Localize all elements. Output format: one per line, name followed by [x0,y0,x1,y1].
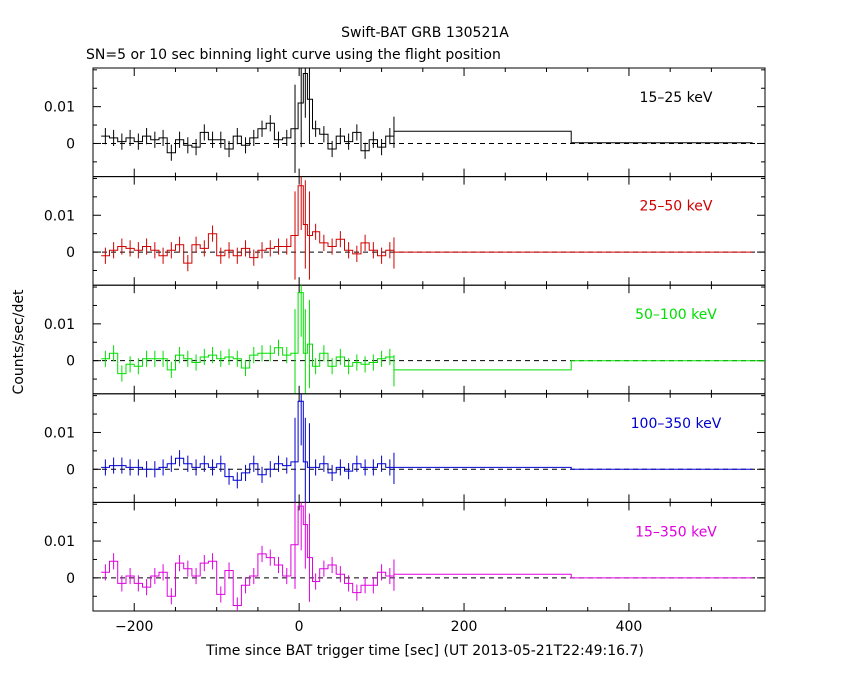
x-tick-label: −200 [115,619,153,635]
series-step-line [101,73,753,154]
band-label: 15–25 keV [640,90,713,106]
series-1 [101,68,753,173]
x-tick-label: 200 [451,619,478,635]
series-5 [101,502,753,611]
y-tick-label: 0 [66,354,75,370]
series-step-line [101,505,753,606]
y-tick-label: 0.01 [44,208,75,224]
chart-subtitle: SN=5 or 10 sec binning light curve using… [86,47,501,63]
panel-3: 0 0.01 50–100 keV [44,284,766,395]
y-axis-label: Counts/sec/det [11,289,27,394]
panel-frame [92,176,766,286]
panel-frame [92,284,766,395]
y-tick-label: 0.01 [44,100,75,116]
panel-4: 0 0.01 100–350 keV [44,393,766,503]
series-step-line [101,292,765,375]
panel-2: 0 0.01 25–50 keV [44,176,766,286]
panel-frame [92,501,766,612]
panel-frame [92,393,766,503]
series-3 [101,285,765,394]
band-label: 100–350 keV [631,416,722,432]
y-tick-label: 0.01 [44,425,75,441]
y-tick-label: 0.01 [44,534,75,550]
panel-frame [92,67,766,178]
series-step-line [101,400,753,481]
band-label: 25–50 keV [640,199,713,215]
band-label: 15–350 keV [635,524,717,540]
x-tick-label: 400 [616,619,643,635]
chart-title: Swift-BAT GRB 130521A [341,25,509,41]
x-tick-label: 0 [295,619,304,635]
panels-group: 0 0.01 15–25 keV 0 0.01 25–50 keV 0 0.01 50–100 … [44,67,766,635]
x-axis-label: Time since BAT trigger time [sec] (UT 20… [205,643,644,659]
series-step-line [101,185,753,264]
series-4 [101,393,753,503]
series-2 [101,176,753,280]
y-tick-label: 0 [66,462,75,478]
y-tick-label: 0 [66,571,75,587]
y-tick-label: 0 [66,245,75,261]
panel-5: 0 0.01 15–350 keV [44,501,766,612]
y-tick-label: 0.01 [44,317,75,333]
y-tick-label: 0 [66,136,75,152]
band-label: 50–100 keV [635,307,717,323]
